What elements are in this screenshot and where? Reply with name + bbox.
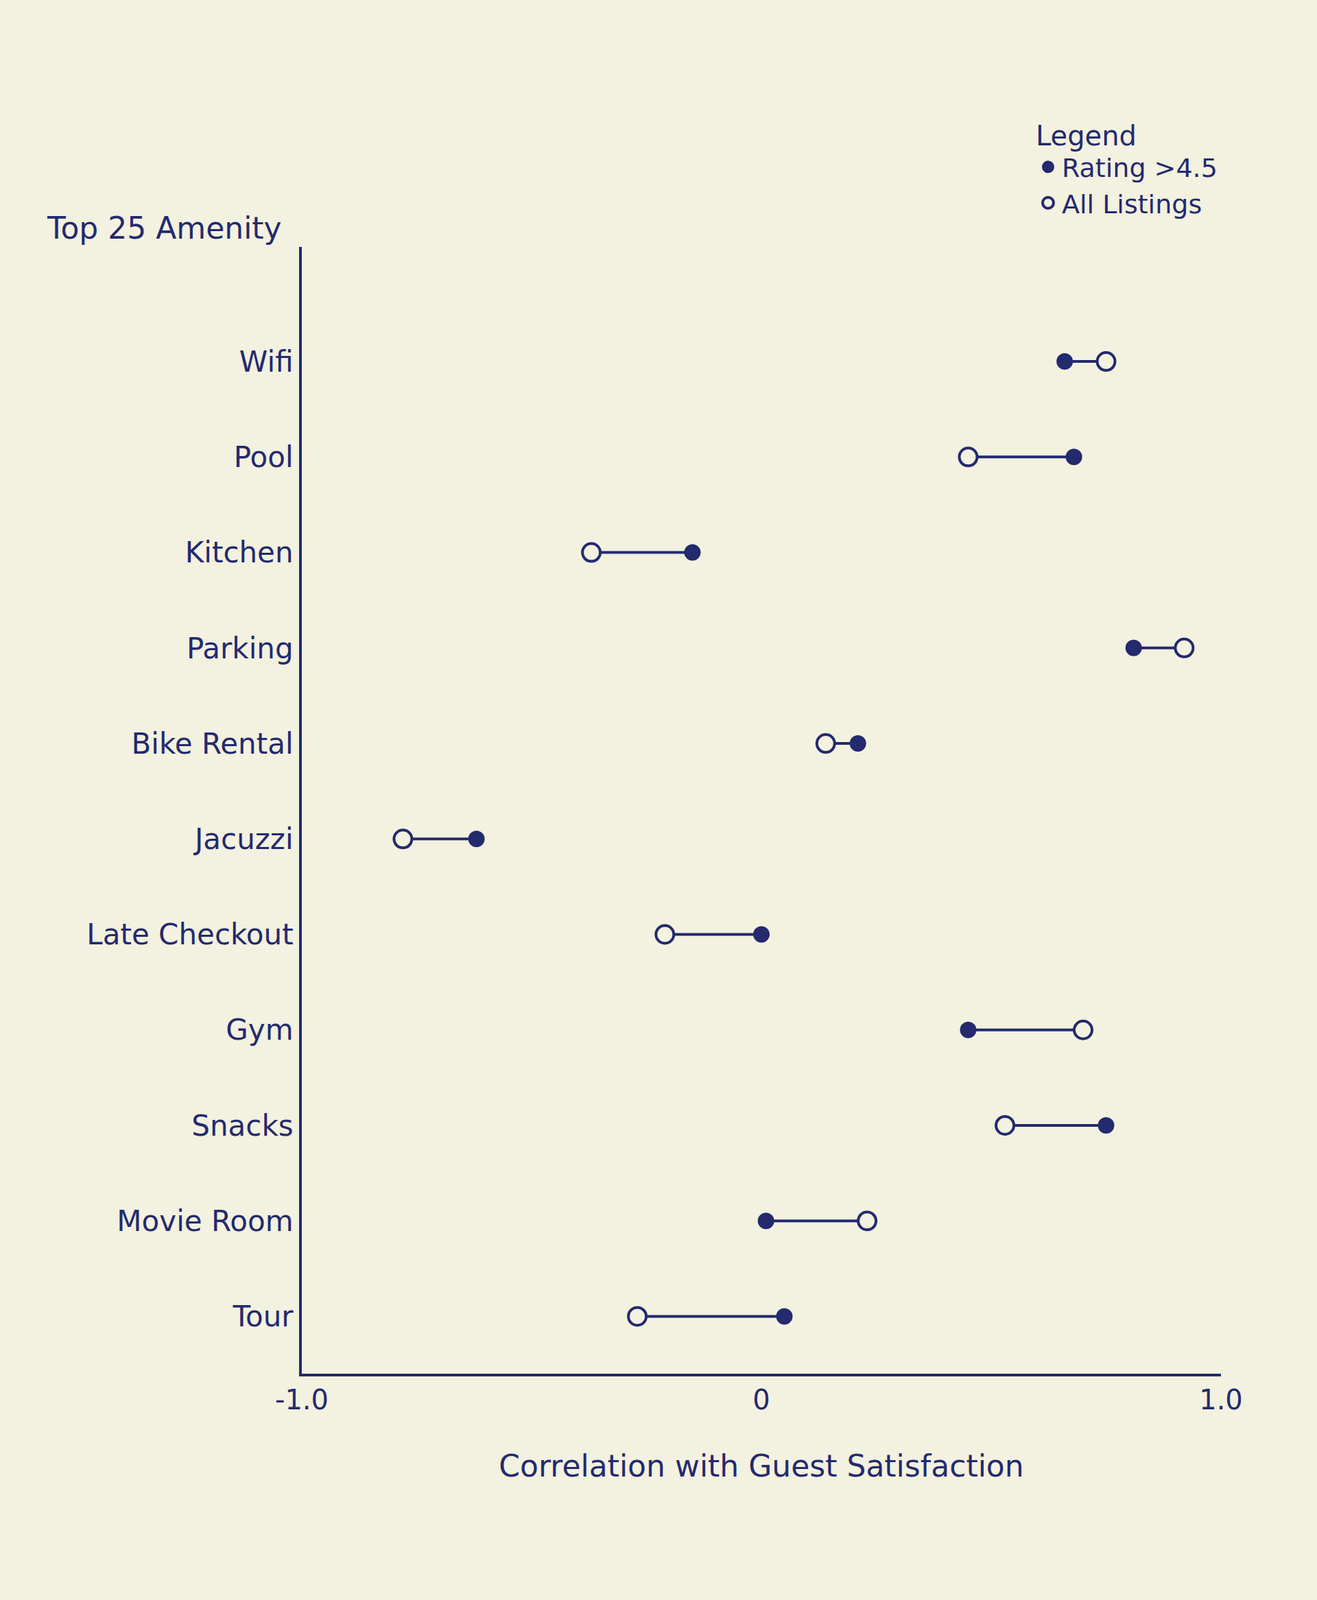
svg-text:Wifi: Wifi (239, 345, 294, 379)
svg-text:Top 25 Amenity: Top 25 Amenity (46, 210, 282, 246)
svg-text:Gym: Gym (225, 1013, 293, 1047)
svg-text:Kitchen: Kitchen (185, 535, 294, 570)
svg-text:1.0: 1.0 (1199, 1384, 1243, 1416)
svg-text:Tour: Tour (231, 1299, 294, 1334)
svg-text:Rating >4.5: Rating >4.5 (1061, 152, 1218, 184)
svg-text:Legend: Legend (1035, 120, 1137, 152)
svg-text:Correlation with Guest Satisfa: Correlation with Guest Satisfaction (498, 1448, 1024, 1484)
svg-text:Jacuzzi: Jacuzzi (192, 822, 294, 857)
svg-text:Late Checkout: Late Checkout (86, 917, 293, 952)
svg-text:All Listings: All Listings (1061, 189, 1202, 220)
svg-text:Movie Room: Movie Room (116, 1204, 293, 1239)
svg-text:0: 0 (752, 1384, 770, 1416)
svg-text:Bike Rental: Bike Rental (131, 727, 293, 761)
svg-text:Snacks: Snacks (191, 1109, 293, 1143)
svg-text:Pool: Pool (233, 440, 294, 474)
svg-text:Parking: Parking (186, 631, 294, 666)
svg-text:-1.0: -1.0 (275, 1384, 329, 1416)
